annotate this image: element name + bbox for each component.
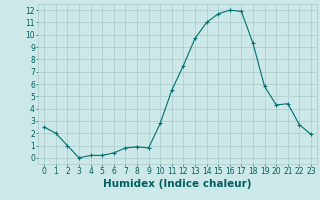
X-axis label: Humidex (Indice chaleur): Humidex (Indice chaleur) [103,179,252,189]
